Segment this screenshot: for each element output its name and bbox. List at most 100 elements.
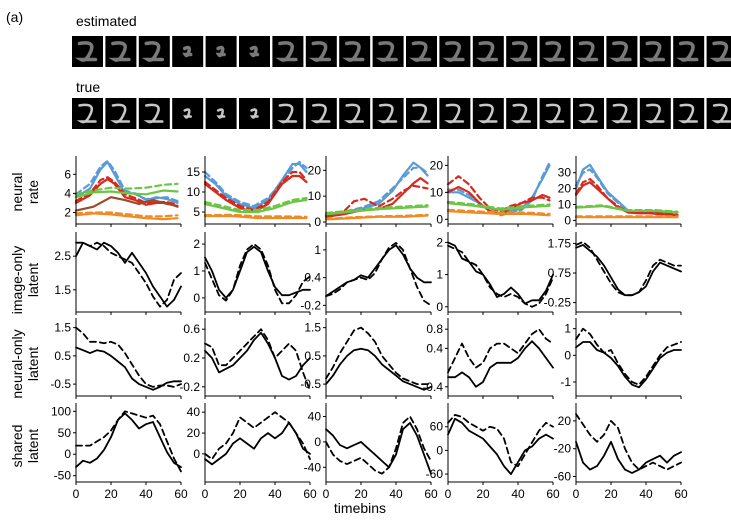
y-tick-label: 0 xyxy=(436,212,443,226)
series-line-orange-dashed xyxy=(74,211,179,218)
series-line-blue-dashed xyxy=(203,160,308,208)
y-tick-label: 30 xyxy=(558,166,572,180)
true-thumbnail xyxy=(105,98,137,129)
plot-grid: 24651015010200102001020301.52.5012-0.20.… xyxy=(50,156,688,501)
x-tick-label: 60 xyxy=(303,487,317,501)
estimated-thumbnail xyxy=(339,36,371,67)
y-tick-label: 0 xyxy=(436,443,443,457)
series-line-dashed xyxy=(325,242,432,307)
estimated-thumbnail xyxy=(138,36,170,67)
x-tick-label: 0 xyxy=(445,487,452,501)
series-line-solid xyxy=(204,331,311,381)
y-tick-label: 0 xyxy=(436,300,443,314)
y-tick-label: 50 xyxy=(58,426,72,440)
y-tick-label: -40 xyxy=(304,460,322,474)
series-line-dashed xyxy=(325,326,432,385)
y-tick-label: 1 xyxy=(193,264,200,278)
subplot-r4-c5: -60 -20 20 0 20 40 60 xyxy=(554,403,688,501)
y-tick-label: 40 xyxy=(308,410,322,424)
y-tick-label: 0 xyxy=(193,291,200,305)
y-tick-label: 0 xyxy=(314,215,321,229)
y-tick-label: 0.75 xyxy=(548,266,572,280)
series-line-solid xyxy=(325,347,432,391)
series-line-solid xyxy=(575,440,682,474)
series-line-green-dashed xyxy=(574,204,679,213)
estimated-thumbnail xyxy=(372,36,404,67)
series-line-solid xyxy=(75,346,182,391)
subplot-r3-c4: -0.4 0.4 0.8 xyxy=(422,318,554,399)
x-tick-label: 0 xyxy=(573,487,580,501)
series-line-dashed xyxy=(204,411,311,460)
subplot-r2-c2: 0 1 2 xyxy=(193,232,311,315)
series-line-blue-dashed xyxy=(74,159,179,203)
y-tick-label: 0 xyxy=(314,435,321,449)
series-line-green-dashed xyxy=(74,182,179,196)
x-tick-label: 60 xyxy=(174,487,188,501)
x-tick-label: 20 xyxy=(233,487,247,501)
x-axis-label: timebins xyxy=(334,500,386,516)
y-tick-label: 20 xyxy=(558,182,572,196)
subplot-r3-c5: -1 0 1 xyxy=(560,318,682,399)
true-thumbnail xyxy=(439,98,471,129)
series-line-orange-dashed xyxy=(203,213,308,218)
true-thumbnail xyxy=(239,98,270,129)
y-tick-label: 1 xyxy=(564,322,571,336)
estimated-thumbnail xyxy=(606,36,638,67)
series-line-dashed xyxy=(204,328,311,392)
y-tick-label: 40 xyxy=(187,405,201,419)
series-line-dashed xyxy=(75,326,182,388)
row-label-true: true xyxy=(76,79,100,95)
x-tick-label: 0 xyxy=(202,487,209,501)
row-label-estimated: estimated xyxy=(76,13,137,29)
series-line-solid xyxy=(204,245,311,299)
x-tick-label: 40 xyxy=(389,487,403,501)
row-axis-label-line: latent xyxy=(25,263,41,297)
true-thumbnail xyxy=(372,98,404,129)
true-image-strip xyxy=(72,98,731,129)
x-tick-label: 40 xyxy=(511,487,525,501)
y-tick-label: 10 xyxy=(558,198,572,212)
series-line-solid xyxy=(75,241,182,308)
y-tick-label: -60 xyxy=(426,467,444,481)
y-tick-label: 4 xyxy=(64,186,71,200)
y-tick-label: 0 xyxy=(564,213,571,227)
series-line-dashed xyxy=(575,241,682,297)
subplot-r1-c1: 2 4 6 xyxy=(64,156,182,227)
x-tick-label: 20 xyxy=(104,487,118,501)
series-line-solid xyxy=(325,422,432,475)
y-tick-label: 6 xyxy=(64,167,71,181)
series-line-orange-solid xyxy=(203,214,308,220)
y-tick-label: -0.5 xyxy=(50,377,71,391)
subplot-r1-c4: 0 10 20 xyxy=(430,156,554,227)
estimated-thumbnail xyxy=(506,36,538,67)
subplot-r3-c2: -0.2 0.2 0.6 xyxy=(179,318,311,399)
y-tick-label: 20 xyxy=(308,163,322,177)
subplot-r3-c1: -0.5 0.5 1.5 xyxy=(50,318,182,399)
y-tick-label: 0.6 xyxy=(183,322,200,336)
y-tick-label: 1 xyxy=(314,243,321,257)
series-line-dashed xyxy=(575,413,682,471)
y-tick-label: 0 xyxy=(564,348,571,362)
estimated-thumbnail xyxy=(573,36,604,67)
y-tick-label: -1 xyxy=(560,375,571,389)
true-thumbnail xyxy=(72,98,103,129)
y-tick-label: 0.5 xyxy=(304,349,321,363)
y-tick-label: 2 xyxy=(193,237,200,251)
row-axis-label-line: neural-only xyxy=(9,329,25,398)
panel-label: (a) xyxy=(6,9,23,25)
series-line-dashed xyxy=(325,415,432,475)
y-tick-label: 0 xyxy=(64,447,71,461)
subplot-r1-c2: 5 10 15 xyxy=(187,156,311,227)
estimated-thumbnail xyxy=(172,36,204,67)
x-tick-label: 20 xyxy=(476,487,490,501)
true-thumbnail xyxy=(673,98,705,129)
subplot-r3-c3: -0.5 0.5 1.5 xyxy=(300,318,432,399)
subplot-r2-c1: 1.5 2.5 xyxy=(54,232,182,315)
y-tick-label: 20 xyxy=(187,426,201,440)
y-tick-label: -50 xyxy=(54,469,72,483)
y-tick-label: 1.5 xyxy=(54,321,71,335)
